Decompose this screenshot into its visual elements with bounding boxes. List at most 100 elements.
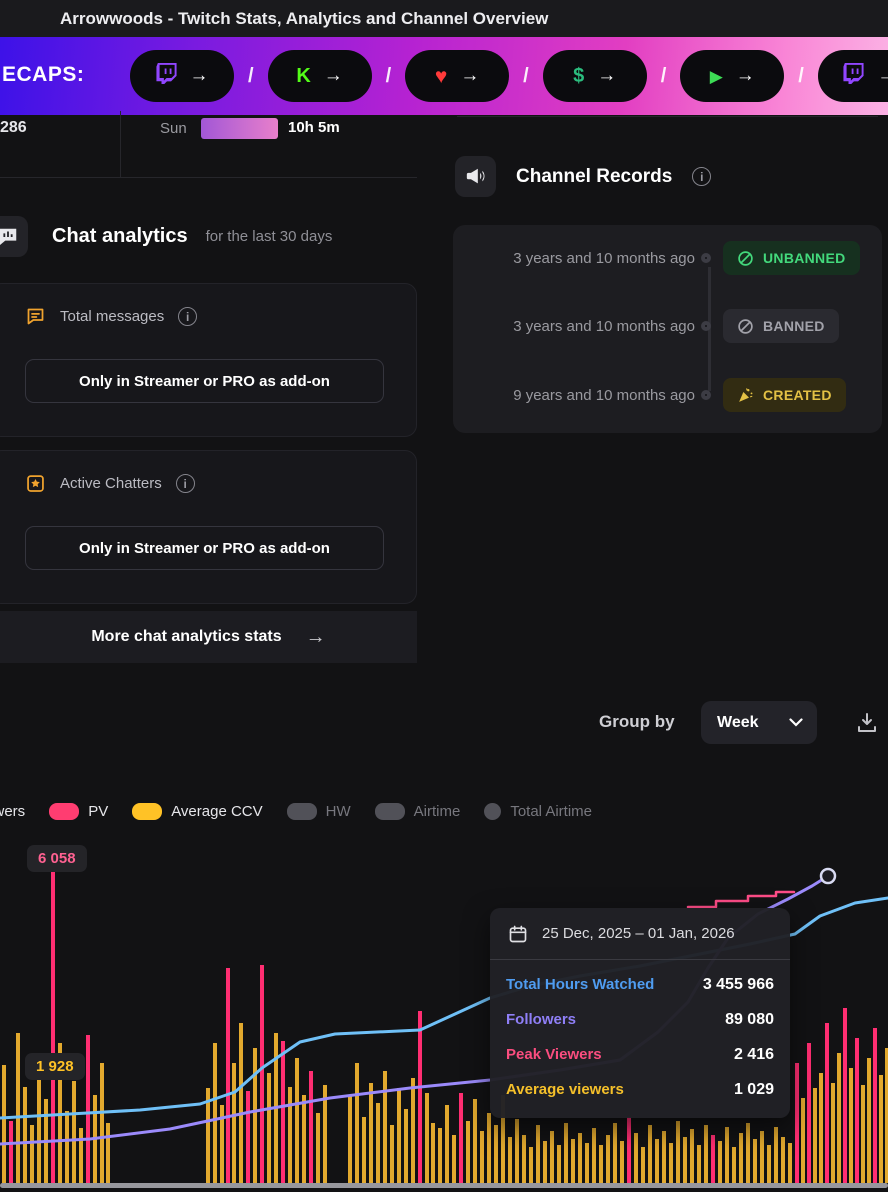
legend-swatch: [49, 803, 80, 820]
download-button[interactable]: [846, 702, 888, 744]
recaps-banner: ECAPS: → / K → / ♥ → / $ → / ▶ → / →: [0, 37, 888, 115]
legend-item-pv[interactable]: PV: [49, 803, 108, 820]
tooltip-row-peak-viewers: Peak Viewers 2 416: [506, 1045, 774, 1064]
recap-separator: /: [798, 64, 804, 87]
legend-label: PV: [88, 803, 109, 820]
more-chat-stats-label: More chat analytics stats: [91, 628, 282, 645]
weekday-label: Sun: [160, 120, 187, 137]
legend-swatch: [484, 803, 502, 820]
chart-legend: Followers PV Average CCV HW Airtime Total Air…: [0, 803, 592, 820]
info-icon[interactable]: i: [692, 167, 712, 186]
channel-records-title: Channel Records: [516, 165, 673, 187]
legend-label: HW: [325, 803, 351, 820]
banned-badge: BANNED: [723, 309, 839, 343]
titlebar: Arrowwoods - Twitch Stats, Analytics and…: [0, 0, 888, 37]
dollar-icon: $: [573, 65, 585, 87]
arrow-right-icon: →: [305, 625, 326, 648]
weekday-count: 286: [0, 119, 27, 136]
recap-separator: /: [385, 64, 392, 87]
record-row-created: 9 years and 10 months ago CREATED: [453, 378, 882, 412]
timeline-dot: [701, 253, 711, 263]
legend-label: Average CCV: [171, 803, 263, 820]
record-when: 3 years and 10 months ago: [513, 317, 695, 335]
legend-item-hw[interactable]: HW: [286, 803, 351, 820]
star-box-icon: [25, 473, 46, 494]
legend-swatch: [374, 803, 405, 820]
chat-analytics-subtitle: for the last 30 days: [205, 228, 333, 245]
legend-item-followers[interactable]: Followers: [0, 803, 25, 820]
horizontal-scrollbar[interactable]: [0, 1183, 888, 1188]
tooltip-row-followers: Followers 89 080: [506, 1010, 774, 1029]
legend-item-total-airtime[interactable]: Total Airtime: [484, 803, 592, 820]
recap-separator: /: [523, 64, 529, 87]
slash-circle-icon: [737, 318, 754, 335]
recap-link-dollar-3[interactable]: $ →: [542, 50, 647, 102]
card-header: Active Chatters i: [25, 473, 195, 494]
recap-link-twitch-5[interactable]: →: [817, 50, 888, 102]
record-when: 9 years and 10 months ago: [513, 386, 695, 404]
recap-separator: /: [660, 64, 667, 87]
arrow-right-icon: →: [323, 65, 343, 86]
arrow-right-icon: →: [877, 65, 888, 86]
peak-viewers-annotation: 6 058: [27, 845, 87, 872]
arrow-right-icon: →: [735, 65, 755, 86]
kick-icon: K: [296, 65, 311, 87]
timeline-dot: [701, 390, 711, 400]
twitch-icon: [155, 63, 177, 89]
tooltip-date-range: 25 Dec, 2025 – 01 Jan, 2026: [542, 925, 735, 942]
upgrade-cta[interactable]: Only in Streamer or PRO as add-on: [25, 359, 384, 403]
calendar-icon: [509, 925, 527, 942]
channel-records-card: 3 years and 10 months ago UNBANNED 3 years…: [453, 225, 882, 433]
chat-chart-icon: [0, 216, 28, 257]
chevron-down-icon: [789, 718, 803, 727]
record-when: 3 years and 10 months ago: [513, 249, 695, 267]
recap-link-twitch-0[interactable]: →: [130, 50, 234, 102]
panel-divider: [120, 111, 121, 177]
confetti-icon: [737, 387, 754, 404]
weekday-bar: [201, 118, 278, 139]
chat-card-total-messages: Total messages i Only in Streamer or PRO a…: [0, 283, 417, 437]
legend-label: Airtime: [413, 803, 461, 820]
group-by-dropdown[interactable]: Week: [701, 701, 817, 744]
weekday-panel: 286 Sun 10h 5m: [0, 111, 417, 178]
chat-lines-icon: [25, 306, 46, 327]
chat-analytics-header: Chat analytics for the last 30 days: [0, 216, 332, 257]
upgrade-cta[interactable]: Only in Streamer or PRO as add-on: [25, 526, 384, 570]
divider: [457, 116, 878, 117]
unbanned-badge: UNBANNED: [723, 241, 860, 275]
chat-analytics-title: Chat analytics: [52, 225, 188, 247]
legend-item-airtime[interactable]: Airtime: [374, 803, 461, 820]
arrow-right-icon: →: [460, 65, 480, 86]
recap-link-heart-2[interactable]: ♥ →: [405, 50, 510, 102]
slash-circle-icon: [737, 250, 754, 267]
recap-link-play-4[interactable]: ▶ →: [680, 50, 785, 102]
legend-item-average-ccv[interactable]: Average CCV: [132, 803, 263, 820]
chart-tooltip: 25 Dec, 2025 – 01 Jan, 2026 Total Hours …: [490, 908, 790, 1118]
page-title: Arrowwoods - Twitch Stats, Analytics and…: [60, 8, 549, 28]
created-badge: CREATED: [723, 378, 846, 412]
chat-card-active-chatters: Active Chatters i Only in Streamer or PRO …: [0, 450, 417, 604]
heart-icon: ♥: [434, 64, 448, 88]
record-row-banned: 3 years and 10 months ago BANNED: [453, 309, 882, 343]
legend-swatch: [132, 803, 163, 820]
download-icon: [858, 713, 876, 732]
card-label: Active Chatters: [60, 475, 162, 492]
group-by-label: Group by: [599, 712, 675, 731]
channel-records-header: Channel Records i: [455, 156, 712, 197]
megaphone-icon: [455, 156, 496, 197]
timeline-dot: [701, 321, 711, 331]
group-by-value: Week: [717, 713, 759, 731]
info-icon[interactable]: i: [175, 474, 195, 493]
more-chat-stats-button[interactable]: More chat analytics stats →: [0, 611, 417, 663]
card-label: Total messages: [60, 308, 165, 325]
legend-label: Followers: [0, 803, 26, 820]
legend-swatch: [286, 803, 317, 820]
arrow-right-icon: →: [189, 65, 209, 86]
tooltip-row-average-viewers: Average viewers 1 029: [506, 1080, 774, 1099]
twitch-icon: [843, 63, 864, 89]
card-header: Total messages i: [25, 306, 198, 327]
record-row-unbanned: 3 years and 10 months ago UNBANNED: [453, 241, 882, 275]
info-icon[interactable]: i: [178, 307, 198, 326]
recap-link-kick-1[interactable]: K →: [267, 50, 372, 102]
weekday-duration: 10h 5m: [288, 119, 340, 136]
